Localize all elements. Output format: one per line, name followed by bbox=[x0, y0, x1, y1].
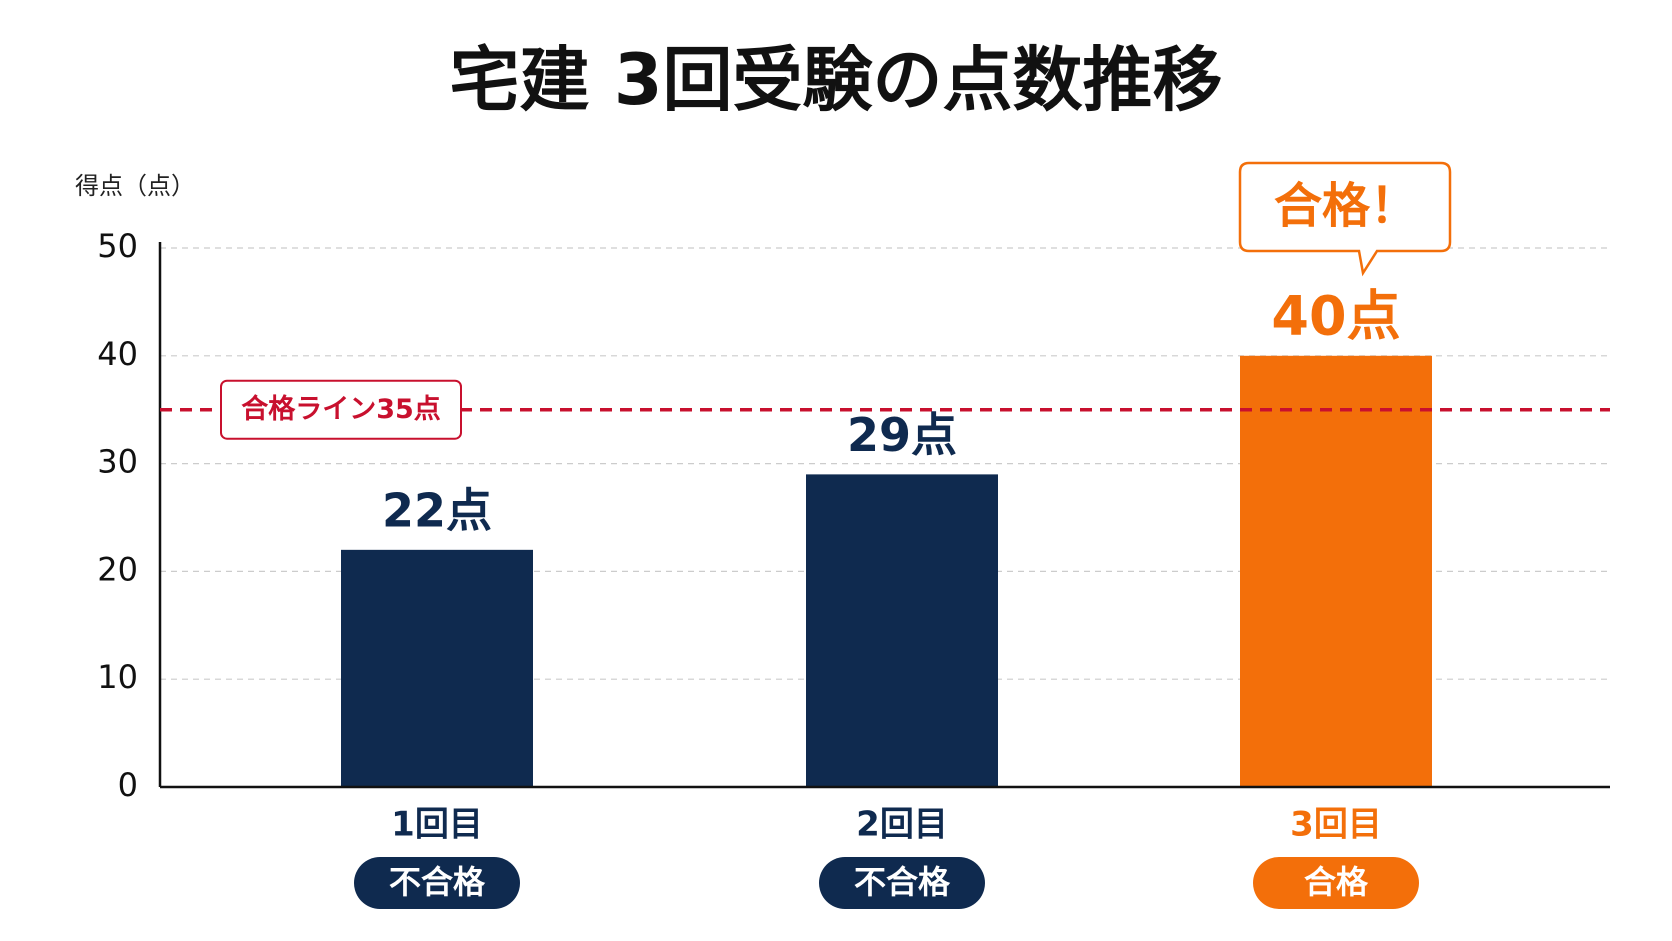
callout-bubble bbox=[1238, 161, 1452, 277]
bar bbox=[1240, 355, 1432, 787]
y-tick-label: 20 bbox=[97, 550, 138, 588]
x-tick-label: 3回目 bbox=[1290, 805, 1382, 845]
y-tick-label: 50 bbox=[97, 227, 138, 265]
y-tick-label: 30 bbox=[97, 443, 138, 481]
y-axis-label: 得点（点） bbox=[75, 172, 195, 200]
x-tick-label: 1回目 bbox=[391, 805, 483, 845]
bar bbox=[341, 549, 533, 787]
value-label: 40点 bbox=[1271, 284, 1400, 347]
status-badge bbox=[354, 857, 520, 909]
chart-title: 宅建 3回受験の点数推移 bbox=[449, 39, 1222, 121]
status-label: 合格 bbox=[1304, 863, 1369, 901]
bar bbox=[806, 474, 998, 787]
status-label: 不合格 bbox=[854, 863, 951, 901]
callout-label: 合格！ bbox=[1274, 178, 1418, 234]
x-tick-label: 2回目 bbox=[856, 805, 948, 845]
value-label: 22点 bbox=[382, 483, 492, 537]
pass-line-badge bbox=[220, 379, 462, 440]
y-tick-label: 40 bbox=[97, 335, 138, 373]
value-label: 29点 bbox=[847, 408, 957, 462]
status-label: 不合格 bbox=[389, 863, 486, 901]
y-tick-label: 0 bbox=[118, 766, 138, 804]
status-badge bbox=[819, 857, 985, 909]
pass-line-label: 合格ライン35点 bbox=[241, 393, 441, 425]
status-badge bbox=[1253, 857, 1419, 909]
y-tick-label: 10 bbox=[97, 658, 138, 696]
